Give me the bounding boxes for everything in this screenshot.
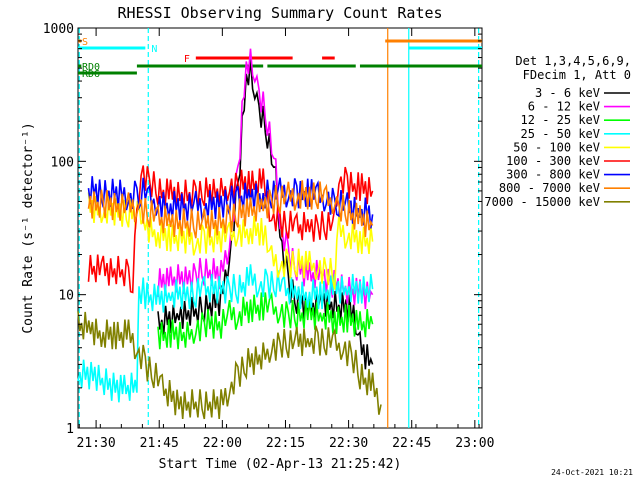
legend-label-100-300-kev: 100 - 300 keV [506,154,600,168]
x-tick-label-23-00: 23:00 [455,436,494,451]
flag-label-s: S [82,37,88,48]
legend-label-6-12-kev: 6 - 12 keV [528,100,600,114]
plot-frame [77,27,483,429]
x-tick-label-22-00: 22:00 [203,436,242,451]
flag-label-rd6: RD6 [82,69,100,80]
series-800-7000-kev [87,180,374,239]
chart-title: RHESSI Observing Summary Count Rates [117,4,442,22]
y-tick-label-1000: 1000 [43,22,74,37]
footer-timestamp: 24-Oct-2021 10:21 [551,468,633,477]
flag-label-f: F [184,54,190,65]
series-25-50-kev [77,264,374,403]
x-tick-label-22-45: 22:45 [392,436,431,451]
flag-label-rd0: RD0 [82,62,100,73]
legend: Det 1,3,4,5,6,9, FDecim 1, Att 0 3 - 6 k… [484,54,631,209]
axis-layer: 1 10 100 1000 21:30 21:45 22:00 22:15 22:30 22:45… [43,22,495,451]
x-tick-label-22-15: 22:15 [266,436,305,451]
series-300-800-kev [87,176,374,229]
x-axis-label: Start Time (02-Apr-13 21:25:42) [159,457,402,472]
x-tick-label-21-30: 21:30 [77,436,116,451]
legend-label-50-100-kev: 50 - 100 keV [513,140,600,154]
series-layer [77,48,382,420]
legend-label-12-25-kev: 12 - 25 keV [521,113,600,127]
legend-header-line-1: Det 1,3,4,5,6,9, [515,54,631,68]
y-tick-label-10: 10 [58,289,74,304]
series-7000-15000-kev [77,311,382,420]
x-tick-label-21-45: 21:45 [140,436,179,451]
series-12-25-kev [157,291,374,350]
legend-label-25-50-kev: 25 - 50 keV [521,127,600,141]
legend-header-line-2: FDecim 1, Att 0 [523,68,631,82]
y-tick-label-1: 1 [66,422,74,437]
series-100-300-kev [87,165,374,294]
flag-label-n: N [151,44,157,55]
x-tick-label-22-30: 22:30 [329,436,368,451]
legend-label-300-800-kev: 300 - 800 keV [506,168,600,182]
y-axis-label: Count Rate (s⁻¹ detector⁻¹) [21,122,36,333]
y-tick-label-100: 100 [51,155,74,170]
legend-label-3-6-kev: 3 - 6 keV [535,86,600,100]
legend-label-7000-15000-kev: 7000 - 15000 keV [484,195,600,209]
legend-label-800-7000-kev: 800 - 7000 keV [499,181,600,195]
